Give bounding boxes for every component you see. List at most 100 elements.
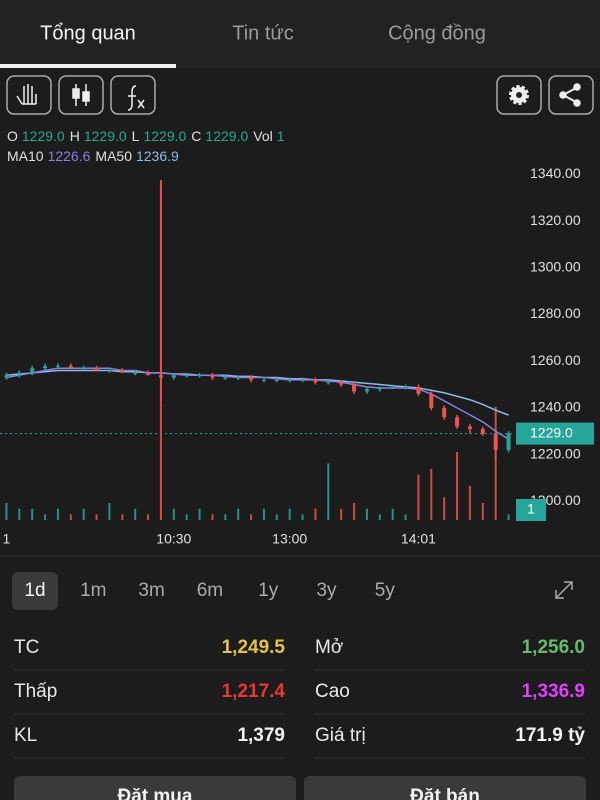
legend-value: 1229.0 (143, 128, 186, 144)
candle-body (43, 365, 48, 369)
volume-label: 1 (527, 501, 535, 517)
volume-bar (56, 508, 59, 520)
y-tick-label: 1300.00 (530, 258, 581, 274)
candle-body (236, 377, 241, 379)
hand-icon (16, 84, 37, 105)
range-button[interactable]: 1m (80, 580, 106, 601)
candle-body (416, 386, 421, 394)
legend-label: L (132, 128, 140, 144)
range-button[interactable]: 6m (197, 580, 223, 601)
candle-body (403, 386, 408, 388)
legend-row: O 1229.0 H 1229.0 L 1229.0 C 1229.0 Vol 1 (7, 128, 285, 144)
volume-bar (288, 508, 291, 520)
order-button-label: Đặt bán (410, 786, 480, 800)
volume-bar (250, 514, 253, 520)
hand-button[interactable] (6, 75, 52, 115)
order-button-label: Đặt mua (118, 786, 193, 800)
stat-value: 1,336.9 (522, 681, 585, 702)
candle-body (364, 389, 369, 392)
range-button[interactable]: 1y (258, 580, 279, 601)
legend-value: 1229.0 (84, 128, 127, 144)
volume-bar (237, 508, 240, 520)
volume-bar (108, 503, 111, 520)
volume-bar (507, 514, 510, 520)
volume-bar (31, 508, 34, 520)
tab[interactable]: Cộng đồng (388, 22, 486, 44)
candle-body (94, 368, 99, 371)
volume-bar (82, 508, 85, 520)
settings-button[interactable] (496, 75, 542, 115)
fx-icon (127, 85, 145, 111)
volume-bar (481, 503, 484, 520)
candle-body (442, 407, 447, 418)
candle-body (197, 375, 202, 377)
volume-bar (443, 497, 446, 520)
candle-body (184, 375, 189, 377)
candle-body (339, 382, 344, 385)
y-tick-label: 1320.00 (530, 212, 581, 228)
candle-body (377, 386, 382, 390)
legend-value: 1229.0 (205, 128, 248, 144)
candle-body (390, 386, 395, 388)
range-button[interactable]: 1d (24, 580, 45, 601)
candle-body (210, 375, 215, 378)
volume-bar (430, 469, 433, 520)
legend-label: C (191, 128, 201, 144)
legend-row: MA10 1226.6 MA50 1236.9 (7, 148, 179, 164)
order-button[interactable] (304, 776, 586, 800)
x-tick-label: 1 (3, 531, 11, 547)
candle-body (274, 379, 279, 381)
candle-body (480, 428, 485, 434)
volume-bar (417, 474, 420, 520)
tab[interactable]: Tin tức (232, 22, 294, 44)
volume-bar (301, 514, 304, 520)
volume-bar (44, 514, 47, 520)
y-tick-label: 1340.00 (530, 165, 581, 181)
candle-body (287, 379, 292, 381)
legend-value: 1229.0 (22, 128, 65, 144)
candle-body (68, 365, 73, 369)
x-tick-label: 10:30 (156, 531, 191, 547)
candle-body (17, 372, 22, 376)
stat-value: 1,379 (237, 725, 285, 746)
candle-body (223, 377, 228, 379)
volume-bar (121, 514, 124, 520)
volume-bar (353, 503, 356, 520)
volume-bar (224, 514, 227, 520)
candle-body (30, 368, 35, 373)
range-button[interactable]: 3m (138, 580, 164, 601)
candle-body (352, 384, 357, 392)
gear-hole (516, 92, 522, 98)
candle-body (493, 433, 498, 450)
candle-body (261, 379, 266, 381)
share-dot (559, 91, 567, 99)
legend-value: 1226.6 (48, 148, 91, 164)
range-selected (12, 572, 58, 610)
volume-bar (275, 514, 278, 520)
volume-bar (95, 514, 98, 520)
stat-label: TC (14, 637, 39, 658)
tab[interactable]: Tổng quan (40, 22, 136, 44)
legend-label: MA50 (95, 148, 132, 164)
candle-body (55, 365, 60, 367)
stat-label: KL (14, 725, 37, 746)
expand-icon[interactable] (555, 581, 573, 599)
y-tick-label: 1280.00 (530, 305, 581, 321)
volume-bar (404, 514, 407, 520)
share-button[interactable] (548, 75, 594, 115)
y-tick-label: 1260.00 (530, 352, 581, 368)
x-tick-label: 13:00 (272, 531, 307, 547)
candle-body (467, 426, 472, 429)
order-button[interactable] (14, 776, 296, 800)
stat-value: 1,217.4 (222, 681, 286, 702)
volume-bar (456, 452, 459, 520)
tab-indicator (0, 64, 176, 68)
stat-value: 171.9 tỷ (515, 725, 585, 746)
range-button[interactable]: 3y (316, 580, 337, 601)
indicator-button[interactable] (110, 75, 156, 115)
range-button[interactable]: 5y (375, 580, 396, 601)
volume-bar (172, 508, 175, 520)
candle-button[interactable] (58, 75, 104, 115)
